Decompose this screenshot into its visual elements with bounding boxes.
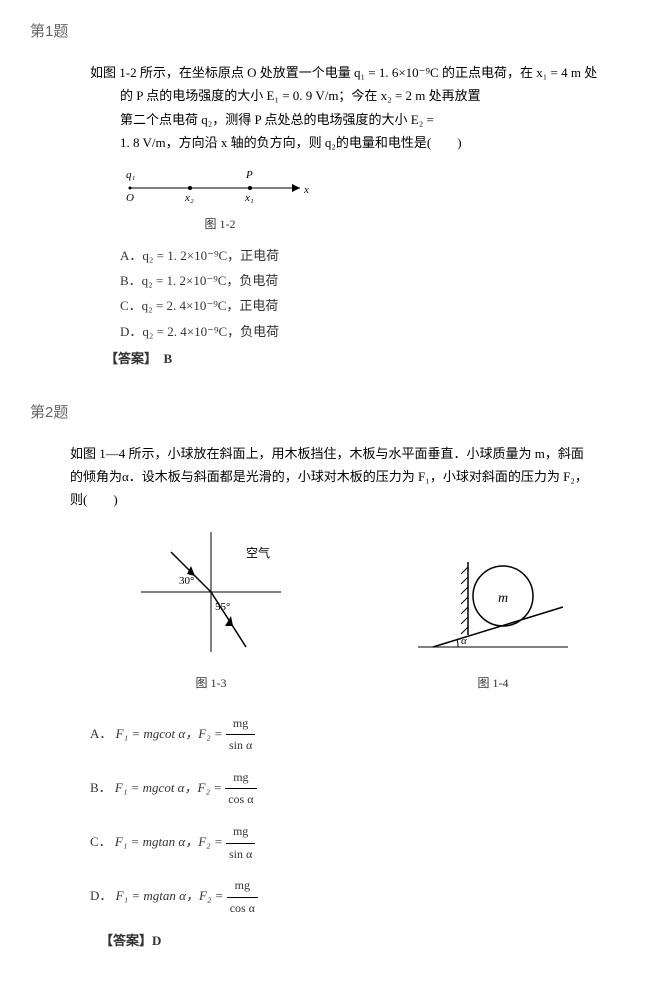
q1-options: A．q₂ = 1. 2×10⁻⁹C，正电荷 B．q₂ = 1. 2×10⁻⁹C，… (120, 244, 634, 344)
q2-line3: 则( ) (70, 488, 634, 511)
svg-text:30°: 30° (179, 575, 194, 587)
q2-line2: 的倾角为α．设木板与斜面都是光滑的，小球对木板的压力为 F₁，小球对斜面的压力为… (70, 465, 634, 488)
refraction-diagram-icon: 30° 55° 空气 (131, 522, 291, 662)
opt-formula: F₁ = mgtan α，F₂ = (116, 888, 224, 903)
fig1-4-caption: 图 1-4 (413, 673, 573, 695)
fig1-3: 30° 55° 空气 图 1-3 (131, 522, 291, 703)
opt-formula: F₁ = mgtan α，F₂ = (115, 834, 223, 849)
opt-formula: F₁ = mgcot α，F₂ = (115, 780, 222, 795)
svg-text:O: O (126, 192, 134, 203)
q1-text: 如图 1-2 所示，在坐标原点 O 处放置一个电量 q₁ = 1. 6×10⁻⁹… (90, 61, 634, 155)
q1-optB: B．q₂ = 1. 2×10⁻⁹C，负电荷 (120, 269, 634, 292)
svg-text:空气: 空气 (246, 545, 270, 560)
q1-fig-caption: 图 1-2 (120, 214, 320, 236)
q1-block: 如图 1-2 所示，在坐标原点 O 处放置一个电量 q₁ = 1. 6×10⁻⁹… (90, 61, 634, 371)
axis-diagram-icon: q₁ O x₂ P x₁ x (120, 163, 320, 203)
svg-text:x: x (303, 184, 309, 196)
svg-text:x₁: x₁ (244, 192, 254, 203)
q2-line1: 如图 1—4 所示，小球放在斜面上，用木板挡住，木板与水平面垂直．小球质量为 m… (70, 442, 634, 465)
fraction-icon: mgcos α (225, 767, 256, 811)
opt-prefix: D． (90, 888, 112, 903)
q1-line3: 第二个点电荷 q₂，测得 P 点处总的电场强度的大小 E₂ = (120, 108, 634, 131)
q1-line2: 的 P 点的电场强度的大小 E₁ = 0. 9 V/m；今在 x₂ = 2 m … (120, 84, 634, 107)
svg-text:P: P (245, 169, 253, 181)
q1-line1: 如图 1-2 所示，在坐标原点 O 处放置一个电量 q₁ = 1. 6×10⁻⁹… (90, 61, 634, 84)
incline-diagram-icon: m α (413, 522, 573, 662)
answer-value: D (152, 933, 161, 948)
svg-text:55°: 55° (215, 601, 230, 613)
fraction-icon: mgcos α (227, 875, 258, 919)
svg-text:x₂: x₂ (184, 192, 194, 203)
q2-optD: D． F₁ = mgtan α，F₂ = mgcos α (90, 875, 634, 919)
q2-optA: A． F₁ = mgcot α，F₂ = mgsin α (90, 713, 634, 757)
svg-text:m: m (498, 591, 508, 606)
q2-block: 如图 1—4 所示，小球放在斜面上，用木板挡住，木板与水平面垂直．小球质量为 m… (70, 442, 634, 953)
q2-answer: 【答案】D (100, 929, 634, 952)
q2-figures: 30° 55° 空气 图 1-3 (70, 522, 634, 703)
fig1-3-caption: 图 1-3 (131, 673, 291, 695)
q2-text: 如图 1—4 所示，小球放在斜面上，用木板挡住，木板与水平面垂直．小球质量为 m… (70, 442, 634, 512)
q2-options: A． F₁ = mgcot α，F₂ = mgsin α B． F₁ = mgc… (90, 713, 634, 920)
opt-prefix: B． (90, 780, 112, 795)
opt-prefix: A． (90, 726, 112, 741)
q1-line4: 1. 8 V/m，方向沿 x 轴的负方向，则 q₂的电量和电性是( ) (120, 131, 634, 154)
answer-label: 【答案】 (105, 351, 151, 366)
answer-label: 【答案】 (100, 933, 152, 948)
q1-answer: 【答案】 B (105, 347, 634, 370)
svg-text:α: α (461, 635, 467, 647)
q2-header: 第2题 (30, 401, 634, 422)
q1-figure: q₁ O x₂ P x₁ x 图 1-2 (120, 163, 634, 236)
q1-optD: D．q₂ = 2. 4×10⁻⁹C，负电荷 (120, 320, 634, 343)
q1-optC: C．q₂ = 2. 4×10⁻⁹C，正电荷 (120, 294, 634, 317)
opt-formula: F₁ = mgcot α，F₂ = (116, 726, 223, 741)
fig1-4: m α 图 1-4 (413, 522, 573, 703)
q1-optA: A．q₂ = 1. 2×10⁻⁹C，正电荷 (120, 244, 634, 267)
q2-optB: B． F₁ = mgcot α，F₂ = mgcos α (90, 767, 634, 811)
svg-text:q₁: q₁ (126, 169, 136, 181)
answer-value: B (164, 351, 173, 366)
q2-optC: C． F₁ = mgtan α，F₂ = mgsin α (90, 821, 634, 865)
opt-prefix: C． (90, 834, 112, 849)
fraction-icon: mgsin α (226, 821, 255, 865)
q1-header: 第1题 (30, 20, 634, 41)
fraction-icon: mgsin α (226, 713, 255, 757)
